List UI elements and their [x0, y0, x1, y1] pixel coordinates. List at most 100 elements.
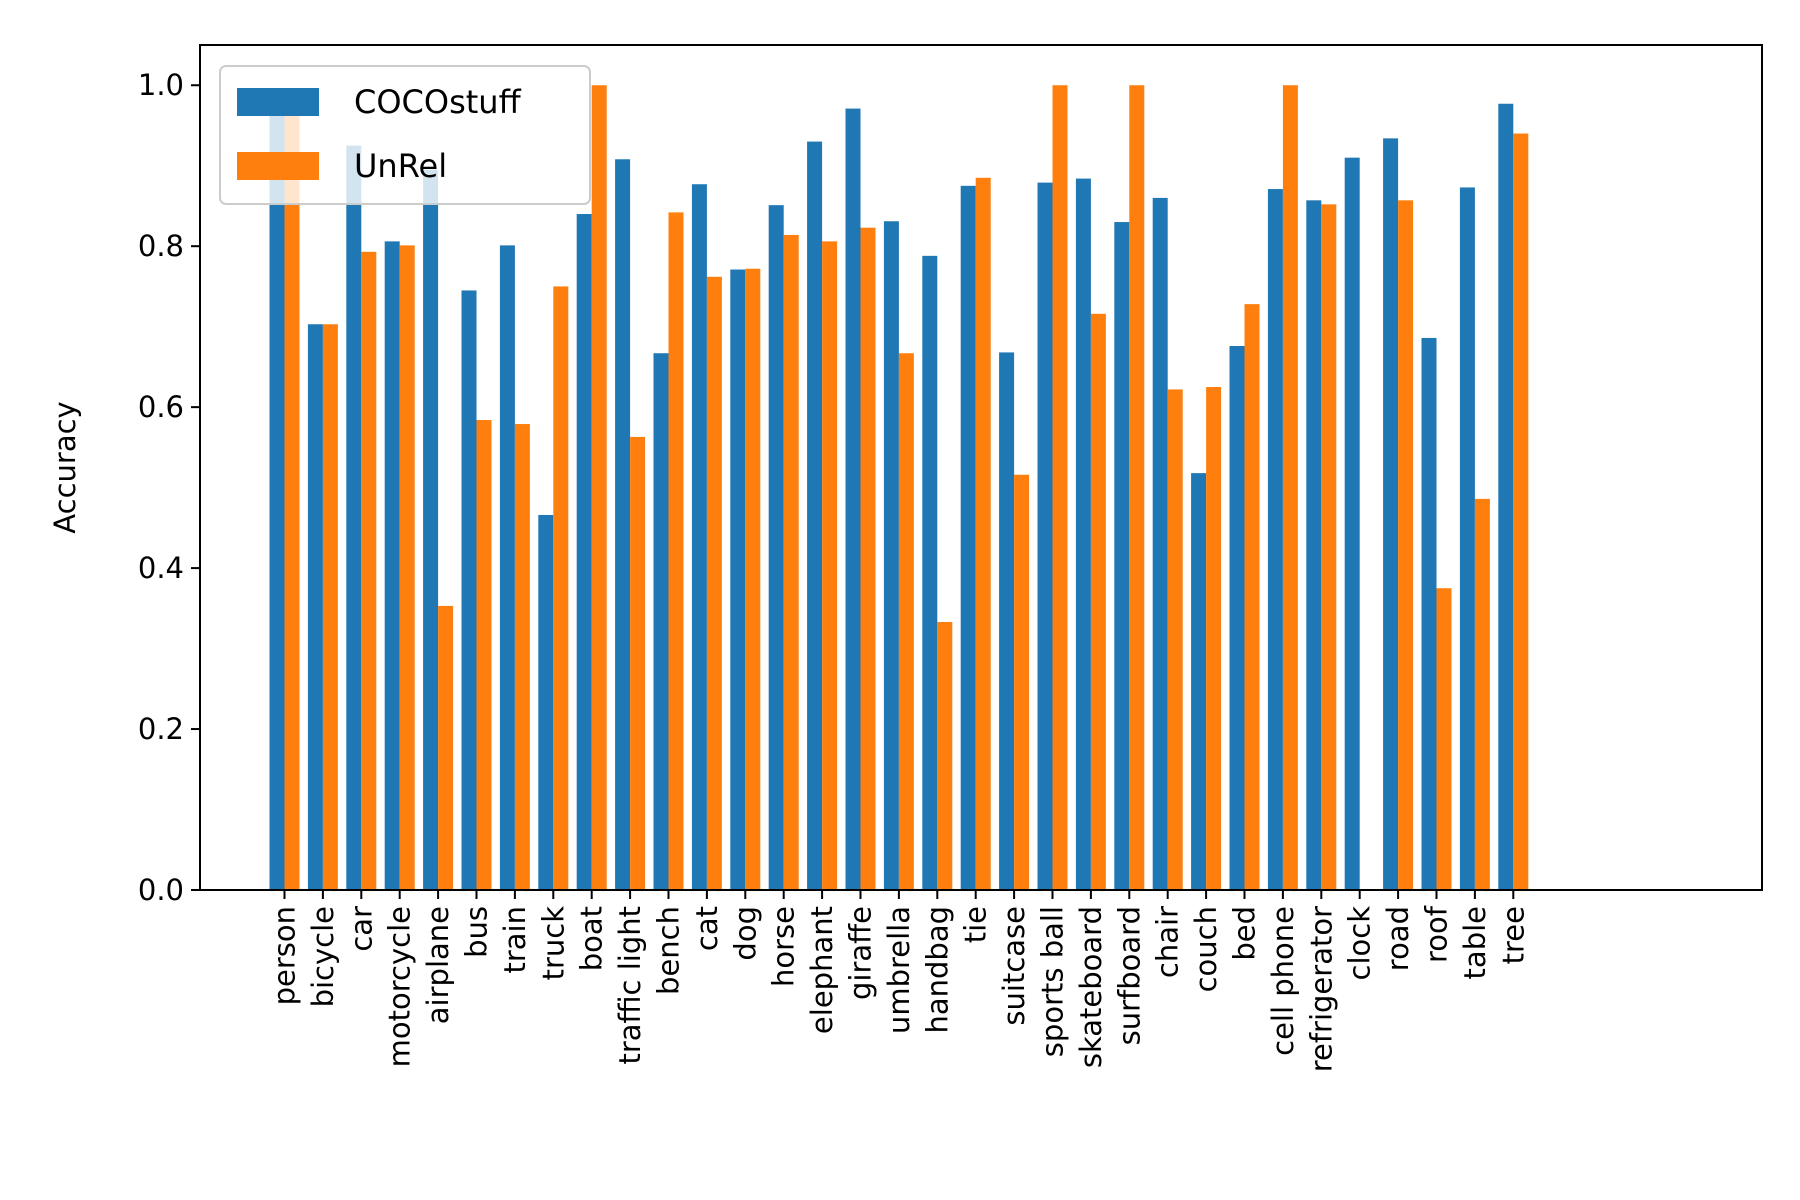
bar-cocostuff-traffic-light — [615, 159, 631, 890]
bar-unrel-cat — [706, 276, 722, 890]
x-tick-label: airplane — [421, 906, 455, 1024]
bar-unrel-traffic-light — [630, 436, 646, 890]
x-tick-label: skateboard — [1074, 906, 1108, 1068]
bar-unrel-chair — [1167, 389, 1183, 890]
y-tick-label: 0.6 — [138, 390, 184, 424]
x-tick-label: surfboard — [1112, 906, 1146, 1045]
bar-cocostuff-bed — [1229, 345, 1245, 890]
plot-frame — [199, 44, 1763, 891]
x-tick-label: dog — [728, 906, 762, 961]
x-tick-label: chair — [1151, 906, 1185, 978]
x-tick-label: bicycle — [306, 906, 340, 1007]
bar-cocostuff-refrigerator — [1306, 200, 1322, 891]
bar-cocostuff-airplane — [423, 169, 439, 890]
x-tick-label: bench — [652, 906, 686, 995]
x-tick-label: couch — [1189, 906, 1223, 992]
bar-unrel-dog — [745, 268, 761, 890]
bar-unrel-airplane — [438, 605, 454, 890]
bar-cocostuff-horse — [768, 205, 784, 891]
bar-unrel-roof — [1436, 588, 1452, 890]
x-tick-label: car — [344, 906, 378, 952]
x-tick-label: truck — [536, 906, 570, 981]
bar-unrel-car — [361, 251, 377, 891]
bar-cocostuff-surfboard — [1114, 222, 1130, 891]
bar-cocostuff-boat — [576, 214, 592, 890]
x-tick-label: handbag — [920, 906, 954, 1034]
x-tick-label: horse — [767, 906, 801, 987]
bar-unrel-refrigerator — [1321, 204, 1337, 891]
bar-cocostuff-sports-ball — [1037, 182, 1053, 891]
bar-unrel-bed — [1244, 304, 1260, 891]
bar-unrel-sports-ball — [1052, 85, 1068, 890]
x-tick-label: giraffe — [844, 906, 878, 1000]
y-tick-label: 0.8 — [138, 229, 184, 263]
y-axis: 0.0 0.2 0.4 0.6 0.8 1.0 — [138, 68, 200, 907]
x-tick-label: bus — [460, 906, 494, 958]
bar-cocostuff-couch — [1191, 473, 1207, 890]
x-tick-label: traffic light — [613, 906, 647, 1065]
legend-swatch-unrel — [237, 152, 319, 180]
bar-cocostuff-tie — [960, 185, 976, 891]
x-tick-label: tree — [1496, 906, 1530, 964]
x-tick-label: bed — [1228, 906, 1262, 961]
bar-unrel-skateboard — [1090, 313, 1106, 890]
bar-unrel-motorcycle — [399, 245, 415, 890]
legend-label-cocostuff: COCOstuff — [354, 83, 522, 121]
y-tick-label: 1.0 — [138, 68, 184, 102]
bar-unrel-bench — [668, 212, 684, 890]
x-tick-label: cell phone — [1266, 906, 1300, 1056]
bar-cocostuff-bicycle — [307, 324, 323, 890]
bar-unrel-tree — [1513, 133, 1529, 890]
bar-unrel-couch — [1206, 387, 1222, 890]
bar-unrel-truck — [553, 286, 569, 890]
bar-cocostuff-table — [1459, 187, 1475, 890]
bar-cocostuff-bus — [461, 290, 477, 890]
x-tick-label: motorcycle — [383, 906, 417, 1067]
bar-cocostuff-giraffe — [845, 108, 861, 891]
bar-cocostuff-chair — [1152, 197, 1168, 890]
x-tick-label: table — [1458, 906, 1492, 979]
bar-cocostuff-motorcycle — [384, 241, 400, 890]
legend-swatch-cocostuff — [237, 88, 319, 116]
bar-cocostuff-cat — [691, 184, 707, 890]
x-tick-label: cat — [690, 906, 724, 951]
x-axis: person bicycle car motorcycle airplane bus tra… — [268, 890, 1530, 1072]
bar-cocostuff-skateboard — [1075, 178, 1091, 891]
bar-unrel-horse — [783, 234, 799, 890]
bar-unrel-handbag — [937, 622, 953, 890]
bar-unrel-bicycle — [322, 324, 338, 890]
bar-unrel-giraffe — [860, 227, 876, 890]
bar-cocostuff-truck — [538, 514, 554, 890]
legend-label-unrel: UnRel — [354, 147, 447, 185]
bar-cocostuff-bench — [653, 353, 669, 890]
x-tick-label: refrigerator — [1304, 906, 1338, 1072]
x-tick-label: umbrella — [882, 906, 916, 1034]
bar-cocostuff-cell-phone — [1267, 189, 1283, 891]
x-tick-label: person — [268, 906, 302, 1005]
bar-unrel-tie — [975, 177, 991, 891]
bar-unrel-suitcase — [1014, 474, 1030, 890]
x-tick-label: roof — [1420, 905, 1454, 963]
y-tick-label: 0.4 — [138, 551, 184, 585]
bar-unrel-umbrella — [898, 353, 914, 890]
y-axis-title: Accuracy — [48, 401, 82, 533]
bar-cocostuff-road — [1383, 138, 1399, 890]
bar-cocostuff-clock — [1344, 157, 1360, 890]
bar-unrel-person — [284, 113, 300, 890]
bar-cocostuff-dog — [730, 269, 746, 890]
bar-unrel-boat — [591, 85, 607, 890]
x-tick-label: tie — [959, 906, 993, 943]
bar-cocostuff-train — [499, 245, 515, 890]
bar-unrel-elephant — [822, 241, 838, 890]
x-tick-label: boat — [575, 906, 609, 971]
bar-cocostuff-tree — [1498, 103, 1514, 890]
bar-unrel-surfboard — [1129, 85, 1145, 890]
bar-cocostuff-suitcase — [999, 352, 1015, 890]
bar-cocostuff-car — [346, 145, 362, 891]
bar-unrel-bus — [476, 420, 492, 890]
y-tick-label: 0.0 — [138, 873, 184, 907]
bar-cocostuff-roof — [1421, 337, 1437, 890]
bar-unrel-road — [1398, 200, 1414, 891]
y-tick-label: 0.2 — [138, 712, 184, 746]
